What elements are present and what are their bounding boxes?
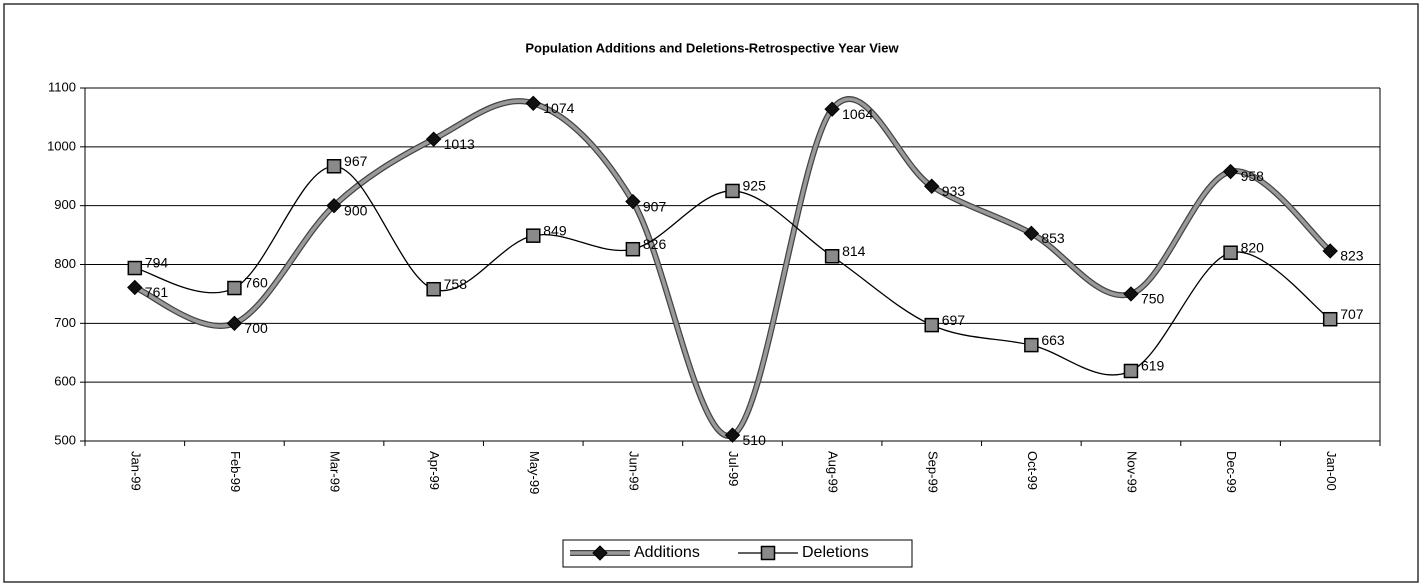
data-label: 794	[145, 255, 169, 271]
data-point	[924, 317, 939, 333]
y-tick-label: 1000	[47, 138, 76, 153]
data-point	[326, 158, 342, 174]
y-tick-label: 700	[54, 315, 76, 330]
data-label: 750	[1141, 291, 1165, 307]
data-point	[1222, 163, 1239, 180]
data-label: 849	[543, 222, 567, 238]
x-tick-label: Feb-99	[228, 451, 243, 492]
data-label: 826	[643, 236, 667, 252]
x-tick-label: Jan-00	[1324, 451, 1339, 491]
legend: Additions Deletions	[562, 539, 913, 568]
y-tick-label: 500	[54, 432, 76, 447]
data-point	[625, 241, 641, 257]
series-line	[134, 97, 1332, 438]
data-label: 853	[1041, 230, 1065, 246]
data-label: 510	[743, 432, 767, 448]
data-label: 760	[244, 275, 268, 291]
data-point	[1123, 363, 1139, 379]
x-tick-label: Jan-99	[128, 451, 143, 491]
data-point	[1223, 245, 1238, 260]
data-label: 707	[1340, 306, 1364, 322]
data-label: 1074	[543, 100, 574, 116]
data-label: 907	[643, 198, 667, 214]
data-point	[1024, 337, 1039, 353]
data-point	[1322, 243, 1338, 259]
y-tick-label: 800	[54, 256, 76, 271]
data-point	[824, 249, 840, 264]
data-label: 619	[1141, 358, 1165, 374]
data-label: 925	[743, 178, 767, 194]
data-point	[924, 178, 940, 194]
x-tick-label: Sep-99	[925, 451, 940, 493]
x-tick-label: May-99	[527, 451, 542, 494]
series-line-outline	[133, 96, 1333, 439]
x-tick-label: Aug-99	[826, 451, 841, 493]
data-label: 900	[344, 202, 368, 218]
data-label: 700	[244, 320, 268, 336]
data-point	[824, 101, 840, 117]
x-tick-label: Jul-99	[726, 451, 741, 486]
data-label: 761	[145, 284, 169, 300]
data-label: 820	[1241, 239, 1265, 255]
legend-label: Deletions	[802, 544, 869, 561]
chart-frame	[3, 3, 1419, 583]
data-point	[326, 197, 342, 214]
data-point	[1123, 286, 1139, 302]
data-point	[227, 280, 242, 296]
x-tick-label: Mar-99	[328, 451, 343, 492]
data-point	[226, 315, 243, 332]
legend-marker	[760, 545, 776, 561]
data-point	[525, 95, 541, 112]
y-tick-label: 1100	[48, 79, 76, 94]
data-point	[425, 131, 442, 147]
y-tick-label: 900	[54, 197, 76, 212]
data-label: 758	[444, 276, 468, 292]
legend-marker	[592, 545, 608, 561]
data-label: 958	[1241, 168, 1265, 184]
data-label: 1064	[842, 106, 873, 122]
data-point	[526, 228, 541, 243]
chart-title: Population Additions and Deletions-Retro…	[525, 40, 899, 55]
x-tick-label: Apr-99	[427, 451, 442, 490]
x-tick-label: Oct-99	[1025, 451, 1040, 490]
data-point	[127, 279, 143, 296]
data-label: 663	[1041, 332, 1065, 348]
data-label: 823	[1340, 248, 1364, 264]
x-tick-label: Jun-99	[626, 451, 641, 491]
data-label: 967	[344, 153, 368, 169]
data-point	[1322, 311, 1338, 327]
x-tick-label: Nov-99	[1125, 451, 1140, 493]
data-label: 814	[842, 243, 866, 259]
data-point	[625, 193, 641, 210]
data-point	[725, 183, 740, 199]
data-point	[1023, 225, 1040, 242]
data-point	[127, 260, 143, 276]
data-label: 1013	[444, 136, 475, 152]
legend-label: Additions	[634, 544, 700, 561]
data-point	[426, 281, 441, 297]
x-tick-label: Dec-99	[1224, 451, 1239, 493]
data-point	[724, 427, 741, 443]
y-tick-label: 600	[54, 374, 76, 389]
data-label: 933	[942, 183, 966, 199]
data-label: 697	[942, 312, 966, 328]
